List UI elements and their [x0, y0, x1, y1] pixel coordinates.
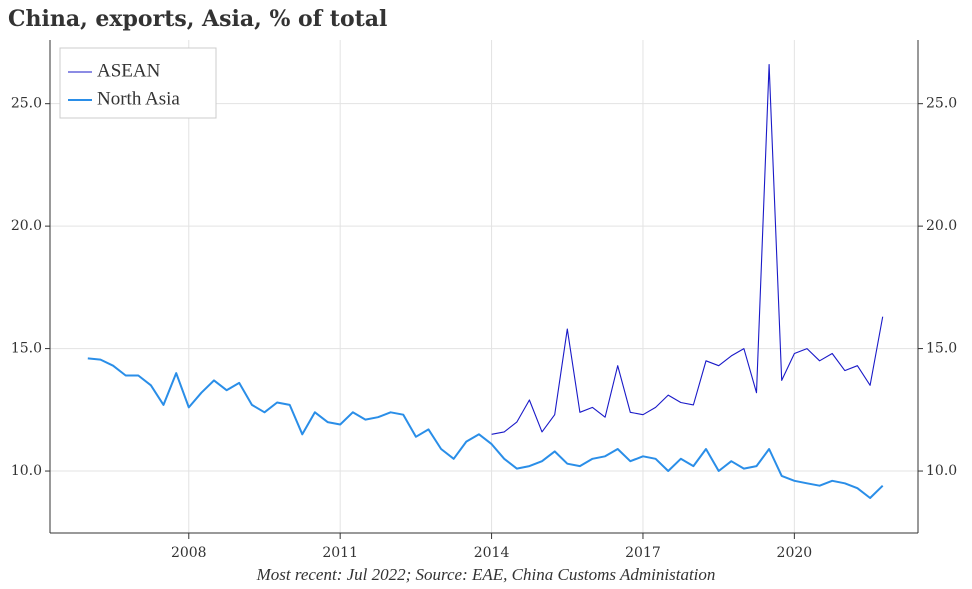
- y2-tick-label: 25.0: [926, 96, 957, 112]
- footnote: Most recent: Jul 2022; Source: EAE, Chin…: [256, 565, 716, 584]
- y-tick-label: 15.0: [11, 341, 42, 357]
- y-tick-label: 25.0: [11, 96, 42, 112]
- x-tick-label: 2014: [474, 545, 510, 561]
- y2-tick-label: 10.0: [926, 463, 957, 479]
- x-tick-label: 2011: [322, 545, 358, 561]
- line-series: [491, 63, 884, 435]
- line-series: [87, 357, 884, 499]
- chart-title: China, exports, Asia, % of total: [8, 6, 387, 32]
- x-tick-label: 2008: [171, 545, 207, 561]
- y-tick-label: 20.0: [11, 218, 42, 234]
- legend-box: [59, 47, 217, 119]
- y2-tick-label: 20.0: [926, 218, 957, 234]
- legend-label: North Asia: [97, 88, 180, 109]
- y-tick-label: 10.0: [11, 463, 42, 479]
- legend-label: ASEAN: [97, 60, 161, 81]
- y2-tick-label: 15.0: [926, 341, 957, 357]
- x-tick-label: 2017: [625, 545, 661, 561]
- x-tick-label: 2020: [777, 545, 813, 561]
